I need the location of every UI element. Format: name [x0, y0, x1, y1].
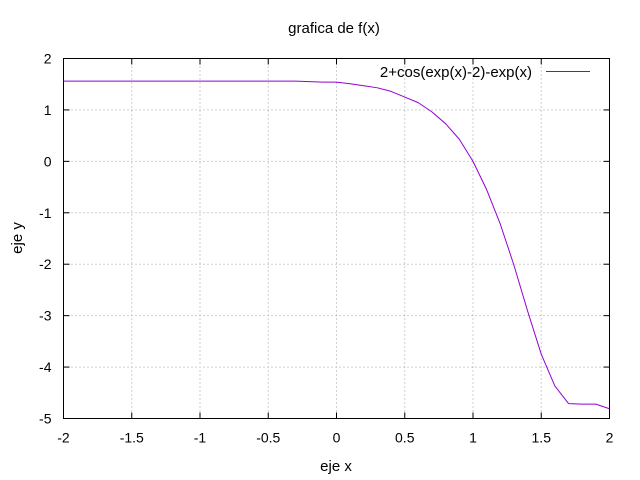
y-tick-labels: -5 -4 -3 -2 -1 0 1 2	[39, 51, 52, 427]
x-tick-label: 1.5	[532, 430, 552, 446]
x-tick-label: 0.5	[395, 430, 415, 446]
x-axis-label: eje x	[320, 458, 352, 475]
y-tick-label: -2	[39, 256, 52, 272]
y-tick-label: 0	[44, 153, 52, 169]
grid	[63, 58, 610, 419]
legend: 2+cos(exp(x)-2)-exp(x)	[380, 64, 590, 81]
x-tick-label: -1	[194, 430, 207, 446]
x-tick-label: 0	[333, 430, 341, 446]
y-tick-label: -5	[39, 411, 52, 427]
y-tick-label: -4	[39, 359, 52, 375]
y-tick-label: -3	[39, 308, 52, 324]
x-tick-label: 1	[469, 430, 477, 446]
x-tick-label: -2	[57, 430, 70, 446]
x-tick-label: -1.5	[120, 430, 144, 446]
y-tick-label: -1	[39, 205, 52, 221]
series-layer	[63, 80, 610, 410]
legend-label: 2+cos(exp(x)-2)-exp(x)	[380, 64, 532, 81]
y-tick-label: 2	[44, 51, 52, 67]
y-tick-label: 1	[44, 102, 52, 118]
y-axis-label: eje y	[9, 222, 26, 254]
chart-title: grafica de f(x)	[288, 20, 380, 37]
series-line	[63, 80, 610, 410]
x-tick-label: 2	[606, 430, 614, 446]
x-tick-label: -0.5	[256, 430, 280, 446]
axis-ticks	[63, 58, 610, 419]
x-tick-labels: -2 -1.5 -1 -0.5 0 0.5 1 1.5 2	[57, 430, 613, 446]
